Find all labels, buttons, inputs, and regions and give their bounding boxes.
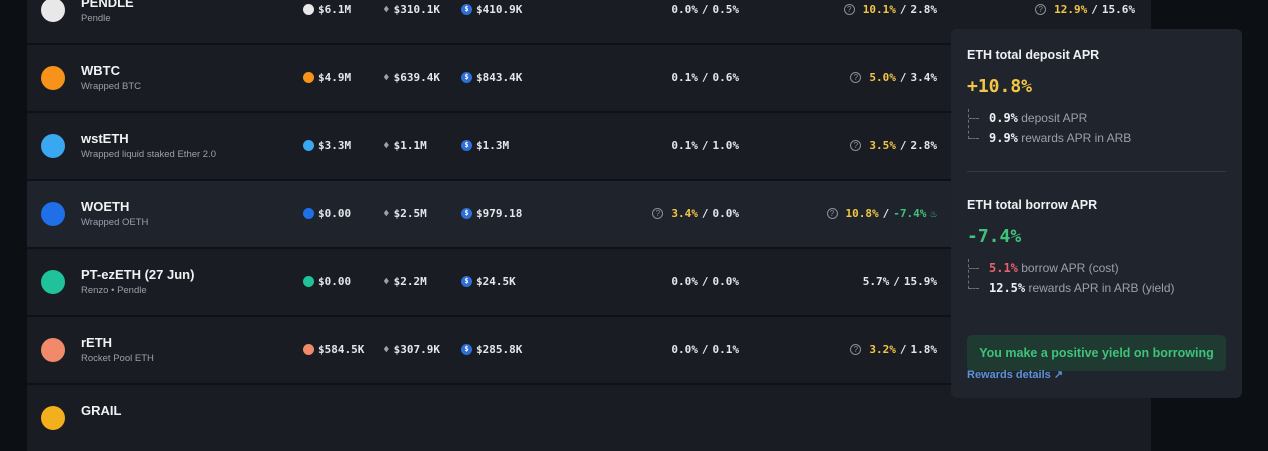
pendle-icon: [41, 0, 65, 22]
external-link-icon: ↗: [1053, 369, 1064, 381]
apr-cell: ? 3.2% / 1.8%: [850, 343, 937, 356]
grail-icon: [41, 406, 65, 430]
asset-name: Renzo • Pendle: [81, 285, 147, 296]
apr-cell: ? 3.5% / 2.8%: [850, 139, 937, 152]
eth-borrowed: ♦ $639.4K: [383, 71, 440, 84]
eth-icon: ♦: [383, 139, 390, 152]
eth-borrowed: ♦ $2.2M: [383, 275, 427, 288]
rewards-details-link[interactable]: Rewards details ↗: [967, 369, 1064, 381]
apr-cell: ? 10.1% / 2.8%: [843, 3, 937, 16]
asset-symbol: rETH: [81, 335, 113, 350]
apr-cell: 0.0% / 0.1%: [671, 343, 739, 356]
deposit-apr-total: +10.8%: [967, 76, 1033, 97]
help-icon[interactable]: ?: [843, 4, 855, 15]
usdc-borrowed: $ $979.18: [461, 207, 522, 220]
usdc-icon: $: [461, 72, 472, 83]
bitcoin-icon: [41, 66, 65, 90]
eth-borrowed: ♦ $307.9K: [383, 343, 440, 356]
reth-icon: [303, 344, 314, 355]
usdc-icon: $: [461, 208, 472, 219]
total-supply: $584.5K: [303, 343, 364, 356]
total-supply: $3.3M: [303, 139, 351, 152]
borrow-apr-title: ETH total borrow APR: [967, 198, 1098, 212]
total-supply: $0.00: [303, 275, 351, 288]
table-row[interactable]: PENDLE Pendle $6.1M ♦ $310.1K $ $410.9K 0.0% …: [27, 0, 1151, 43]
usdc-icon: $: [461, 140, 472, 151]
woeth-icon: [41, 202, 65, 226]
deposit-apr-line: 0.9% deposit APR: [989, 111, 1088, 125]
usdc-borrowed: $ $843.4K: [461, 71, 522, 84]
asset-symbol: GRAIL: [81, 403, 122, 418]
help-icon[interactable]: ?: [1035, 4, 1047, 15]
total-supply: $4.9M: [303, 71, 351, 84]
pendle-icon: [303, 4, 314, 15]
usdc-icon: $: [461, 276, 472, 287]
help-icon[interactable]: ?: [850, 344, 862, 355]
asset-symbol: WBTC: [81, 63, 120, 78]
eth-borrowed: ♦ $310.1K: [383, 3, 440, 16]
borrow-cost-line: 5.1% borrow APR (cost): [989, 261, 1119, 275]
asset-symbol: PENDLE: [81, 0, 134, 10]
apr-cell: 5.7% / 15.9%: [862, 275, 937, 288]
eth-icon: ♦: [383, 343, 390, 356]
apr-cell: ? 3.4% / 0.0%: [652, 207, 739, 220]
help-icon[interactable]: ?: [850, 72, 862, 83]
wsteth-icon: [303, 140, 314, 151]
flame-icon: ♨: [930, 207, 937, 220]
apr-tooltip: ETH total deposit APR +10.8% 0.9% deposi…: [951, 29, 1242, 398]
eth-icon: ♦: [383, 275, 390, 288]
apr-cell: ? 10.8% / -7.4% ♨: [826, 207, 937, 220]
apr-cell: ? 12.9% / 15.6%: [1035, 3, 1135, 16]
apr-cell: 0.0% / 0.5%: [671, 3, 739, 16]
eth-borrowed: ♦ $2.5M: [383, 207, 427, 220]
asset-name: Pendle: [81, 13, 111, 24]
asset-symbol: PT-ezETH (27 Jun): [81, 267, 195, 282]
eth-borrowed: ♦ $1.1M: [383, 139, 427, 152]
help-icon[interactable]: ?: [652, 208, 664, 219]
apr-cell: 0.1% / 1.0%: [671, 139, 739, 152]
usdc-icon: $: [461, 344, 472, 355]
asset-symbol: wstETH: [81, 131, 129, 146]
asset-name: Wrapped BTC: [81, 81, 142, 92]
woeth-icon: [303, 208, 314, 219]
help-icon[interactable]: ?: [850, 140, 862, 151]
rewards-apr-line: 9.9% rewards APR in ARB: [989, 131, 1132, 145]
divider: [967, 171, 1226, 172]
asset-symbol: WOETH: [81, 199, 130, 214]
tree-connector: [968, 109, 982, 139]
usdc-borrowed: $ $285.8K: [461, 343, 522, 356]
reth-icon: [41, 338, 65, 362]
usdc-borrowed: $ $24.5K: [461, 275, 516, 288]
asset-name: Wrapped OETH: [81, 217, 149, 228]
apr-cell: 0.1% / 0.6%: [671, 71, 739, 84]
wsteth-icon: [41, 134, 65, 158]
pt-ezeth-icon: [303, 276, 314, 287]
borrow-apr-total: -7.4%: [967, 226, 1022, 247]
total-supply: $0.00: [303, 207, 351, 220]
eth-icon: ♦: [383, 71, 390, 84]
asset-name: Wrapped liquid staked Ether 2.0: [81, 149, 217, 160]
eth-icon: ♦: [383, 3, 390, 16]
apr-cell: 0.0% / 0.0%: [671, 275, 739, 288]
usdc-icon: $: [461, 4, 472, 15]
eth-icon: ♦: [383, 207, 390, 220]
positive-yield-banner: You make a positive yield on borrowing: [967, 335, 1226, 371]
total-supply: $6.1M: [303, 3, 351, 16]
apr-cell: ? 5.0% / 3.4%: [850, 71, 937, 84]
bitcoin-icon: [303, 72, 314, 83]
asset-name: Rocket Pool ETH: [81, 353, 154, 364]
deposit-apr-title: ETH total deposit APR: [967, 48, 1100, 62]
help-icon[interactable]: ?: [826, 208, 838, 219]
borrow-rewards-line: 12.5% rewards APR in ARB (yield): [989, 281, 1175, 295]
usdc-borrowed: $ $410.9K: [461, 3, 522, 16]
pt-ezeth-icon: [41, 270, 65, 294]
usdc-borrowed: $ $1.3M: [461, 139, 509, 152]
tree-connector: [968, 259, 982, 289]
